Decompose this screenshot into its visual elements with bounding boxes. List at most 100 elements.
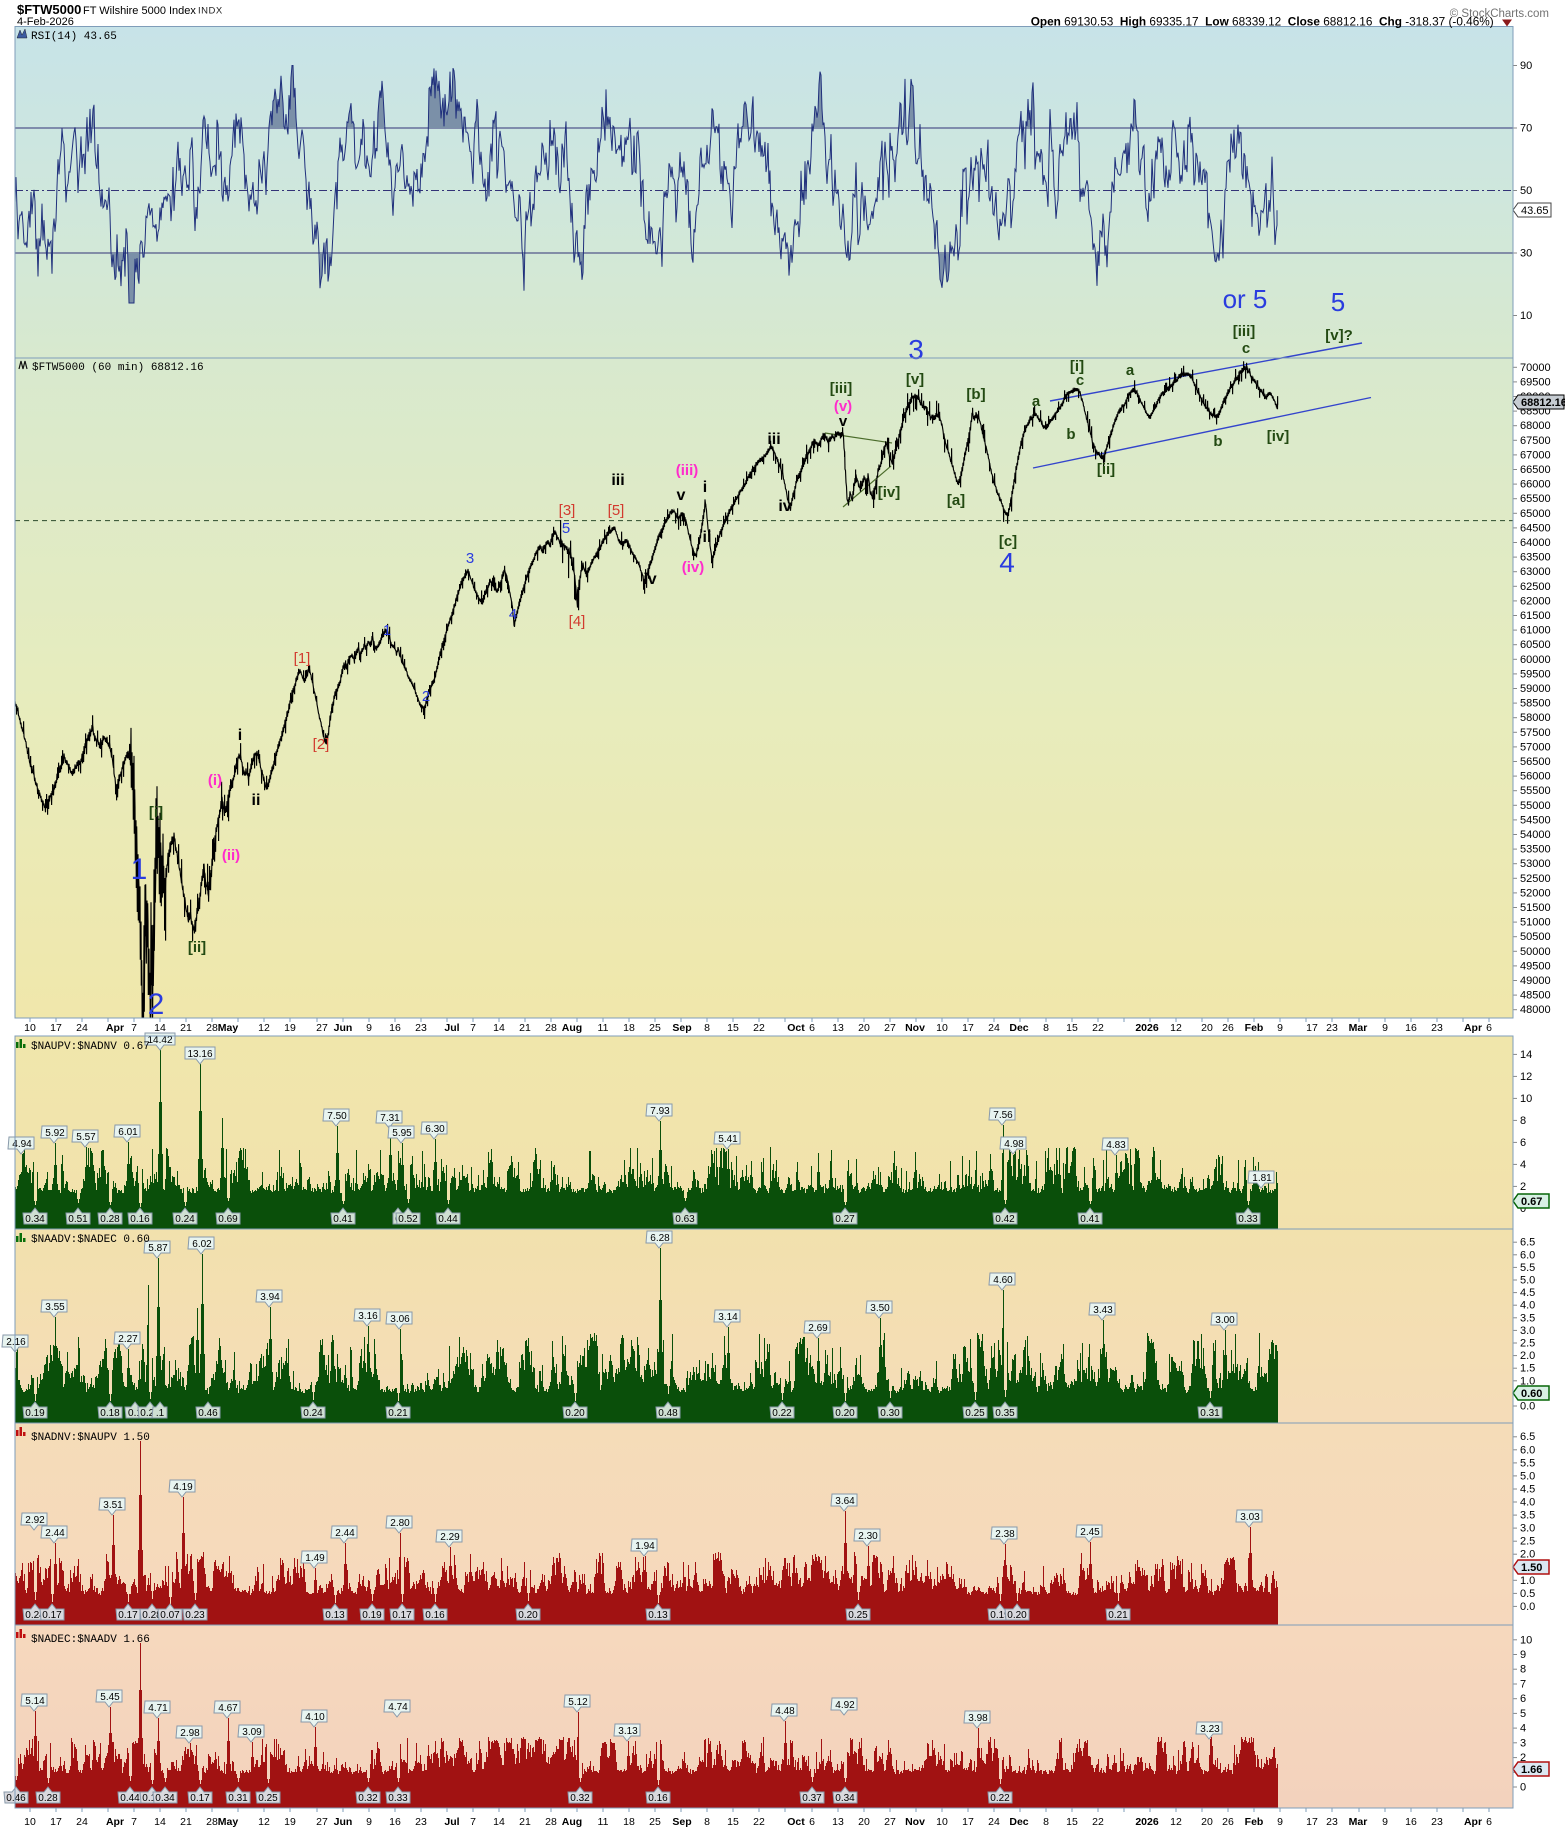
svg-text:[iv]: [iv] (878, 484, 901, 501)
svg-text:[v]: [v] (906, 371, 924, 388)
svg-text:18: 18 (623, 1022, 635, 1034)
svg-text:11: 11 (598, 1022, 609, 1034)
svg-text:4: 4 (999, 547, 1015, 578)
svg-text:5: 5 (562, 520, 570, 537)
svg-text:$NAADV:$NADEC 0.60: $NAADV:$NADEC 0.60 (31, 1234, 150, 1246)
svg-text:24: 24 (988, 1022, 1000, 1034)
svg-text:0.24: 0.24 (25, 1610, 45, 1621)
svg-text:Mar: Mar (1349, 1022, 1368, 1034)
svg-text:4: 4 (1520, 1723, 1526, 1735)
svg-text:69500: 69500 (1520, 376, 1551, 388)
svg-text:Mar: Mar (1349, 1816, 1368, 1828)
svg-text:8: 8 (1043, 1022, 1049, 1034)
svg-text:4.5: 4.5 (1520, 1484, 1535, 1496)
svg-text:7.56: 7.56 (993, 1110, 1013, 1121)
svg-text:20: 20 (1201, 1022, 1213, 1034)
svg-text:21: 21 (180, 1816, 192, 1828)
svg-text:23: 23 (1431, 1816, 1443, 1828)
svg-text:5.87: 5.87 (148, 1243, 168, 1254)
svg-text:Aug: Aug (562, 1816, 582, 1828)
svg-text:7.50: 7.50 (327, 1111, 347, 1122)
svg-text:20: 20 (858, 1022, 870, 1034)
svg-text:5.57: 5.57 (76, 1132, 96, 1143)
svg-text:ii: ii (252, 792, 261, 809)
svg-text:0.23: 0.23 (185, 1610, 205, 1621)
svg-text:13: 13 (832, 1816, 844, 1828)
svg-text:59000: 59000 (1520, 683, 1551, 695)
svg-text:0.34: 0.34 (835, 1793, 855, 1804)
svg-text:0.28: 0.28 (100, 1214, 120, 1225)
svg-text:0.34: 0.34 (155, 1793, 175, 1804)
svg-text:0.17: 0.17 (392, 1610, 412, 1621)
svg-text:[v]?: [v]? (1325, 327, 1353, 344)
svg-text:0.16: 0.16 (425, 1610, 445, 1621)
svg-text:$NADNV:$NAUPV 1.50: $NADNV:$NAUPV 1.50 (31, 1432, 150, 1444)
svg-text:8: 8 (1520, 1115, 1526, 1127)
svg-text:5.95: 5.95 (392, 1128, 412, 1139)
svg-text:51500: 51500 (1520, 902, 1551, 914)
svg-text:3.16: 3.16 (358, 1311, 378, 1322)
svg-text:6: 6 (1520, 1137, 1526, 1149)
svg-text:4.10: 4.10 (305, 1712, 325, 1723)
svg-text:8: 8 (704, 1022, 710, 1034)
svg-text:0.19: 0.19 (362, 1610, 382, 1621)
svg-text:90: 90 (1520, 60, 1532, 72)
svg-text:7: 7 (1520, 1679, 1526, 1691)
svg-text:Sep: Sep (672, 1816, 691, 1828)
svg-text:b: b (1213, 433, 1222, 450)
svg-text:Dec: Dec (1009, 1022, 1028, 1034)
svg-text:0.44: 0.44 (120, 1793, 140, 1804)
svg-text:6: 6 (809, 1022, 815, 1034)
svg-text:8: 8 (1043, 1816, 1049, 1828)
svg-text:66000: 66000 (1520, 479, 1551, 491)
svg-text:4.67: 4.67 (218, 1703, 238, 1714)
svg-text:54500: 54500 (1520, 814, 1551, 826)
svg-text:6.0: 6.0 (1520, 1249, 1535, 1261)
svg-text:0.44: 0.44 (438, 1214, 458, 1225)
svg-text:1.0: 1.0 (1520, 1575, 1535, 1587)
svg-text:0.13: 0.13 (648, 1610, 668, 1621)
svg-text:Oct: Oct (787, 1816, 805, 1828)
svg-text:53000: 53000 (1520, 858, 1551, 870)
svg-text:2.16: 2.16 (6, 1337, 26, 1348)
svg-text:27: 27 (316, 1816, 328, 1828)
svg-text:Oct: Oct (787, 1022, 805, 1034)
svg-text:2.44: 2.44 (45, 1528, 65, 1539)
svg-text:1.0: 1.0 (1520, 1375, 1535, 1387)
svg-text:(iv): (iv) (682, 559, 705, 576)
svg-text:0.16: 0.16 (130, 1214, 150, 1225)
svg-text:7.31: 7.31 (380, 1113, 400, 1124)
svg-text:[ii]: [ii] (188, 939, 206, 956)
svg-text:2026: 2026 (1135, 1816, 1159, 1828)
svg-text:0.60: 0.60 (1521, 1388, 1542, 1400)
svg-text:10: 10 (936, 1022, 948, 1034)
svg-text:4.48: 4.48 (775, 1706, 795, 1717)
svg-text:(iii): (iii) (676, 462, 699, 479)
svg-text:61000: 61000 (1520, 625, 1551, 637)
svg-text:0.32: 0.32 (358, 1793, 378, 1804)
svg-text:0.21: 0.21 (388, 1408, 408, 1419)
svg-text:22: 22 (1092, 1816, 1104, 1828)
svg-text:3.00: 3.00 (1215, 1315, 1235, 1326)
svg-text:[iii]: [iii] (1233, 323, 1256, 340)
svg-text:(v): (v) (834, 398, 852, 415)
svg-text:5.5: 5.5 (1520, 1457, 1535, 1469)
svg-text:2.92: 2.92 (25, 1515, 45, 1526)
svg-text:7: 7 (131, 1022, 137, 1034)
svg-text:4.94: 4.94 (12, 1139, 32, 1150)
svg-text:Apr: Apr (1464, 1022, 1482, 1034)
svg-text:2: 2 (148, 988, 165, 1021)
svg-text:17: 17 (962, 1022, 974, 1034)
svg-text:12: 12 (258, 1816, 270, 1828)
svg-text:24: 24 (988, 1816, 1000, 1828)
svg-text:0.28: 0.28 (38, 1793, 58, 1804)
svg-text:Apr: Apr (106, 1022, 124, 1034)
svg-text:[3]: [3] (559, 502, 576, 519)
svg-text:.1: .1 (156, 1408, 165, 1419)
svg-text:19: 19 (284, 1022, 296, 1034)
svg-text:2026: 2026 (1135, 1022, 1159, 1034)
svg-text:49500: 49500 (1520, 960, 1551, 972)
svg-text:24: 24 (76, 1816, 88, 1828)
svg-text:a: a (1032, 393, 1041, 410)
svg-text:10: 10 (24, 1022, 36, 1034)
